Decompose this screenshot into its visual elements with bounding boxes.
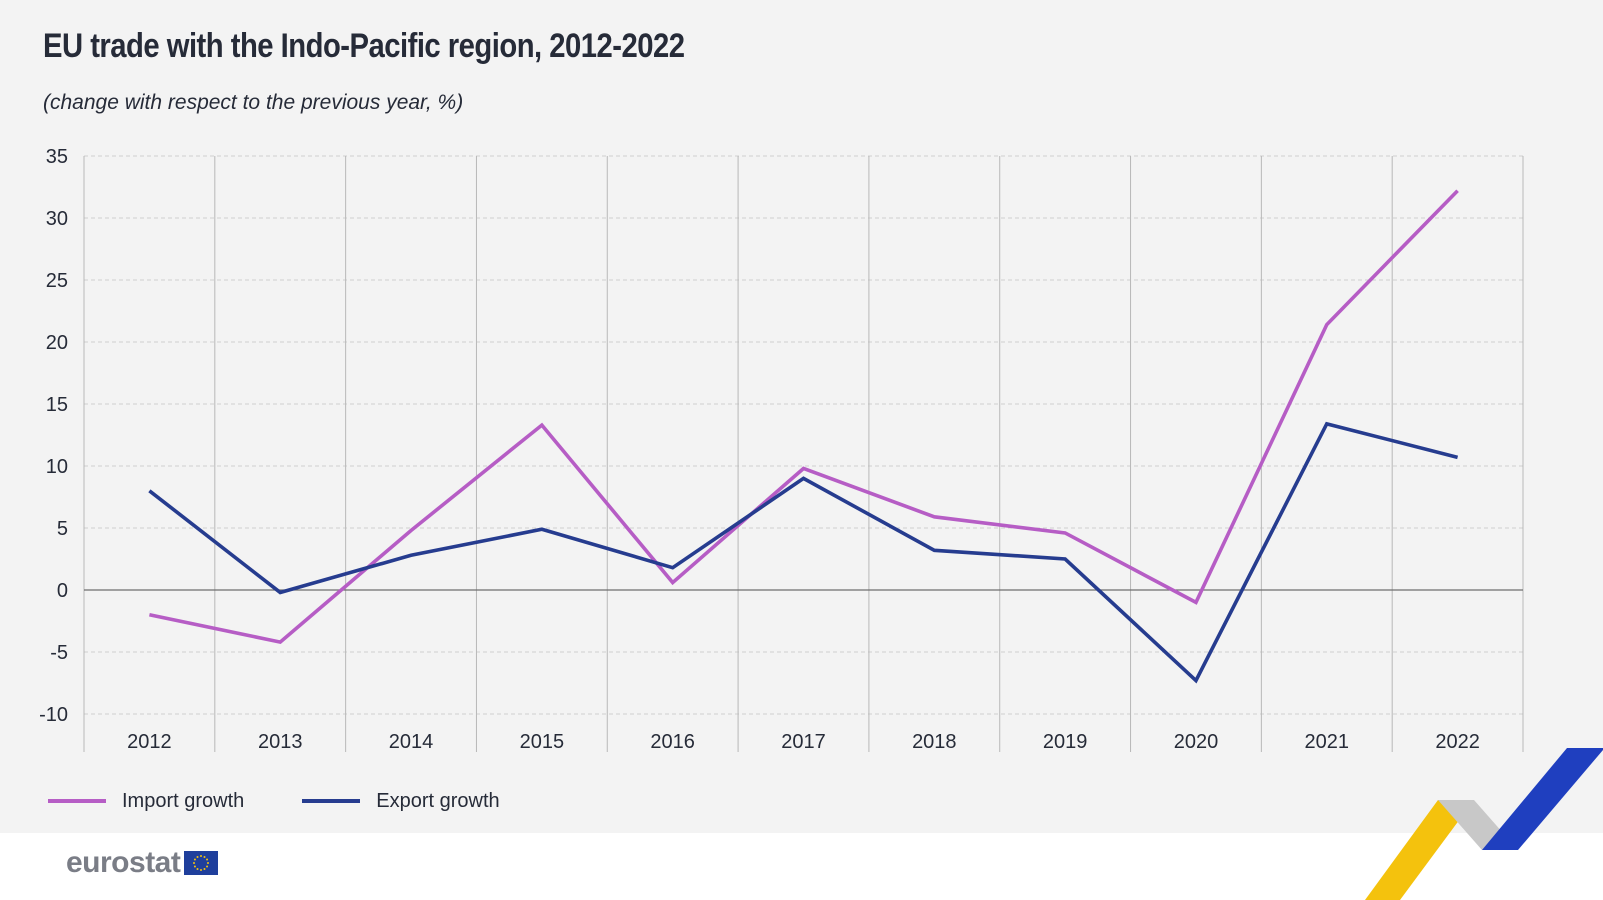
y-tick-label: 20 (46, 332, 68, 354)
eu-flag-star (196, 855, 199, 858)
x-tick-label: 2017 (781, 731, 826, 753)
x-tick-label: 2015 (520, 731, 565, 753)
eu-flag-star (200, 869, 203, 871)
y-tick-label: -10 (39, 704, 68, 726)
ribbon-blue (1482, 748, 1603, 850)
eu-flag-star (206, 865, 209, 868)
chart-subtitle: (change with respect to the previous yea… (43, 91, 464, 114)
y-tick-label: 25 (46, 270, 68, 292)
chart-legend: Import growth Export growth (48, 786, 558, 816)
eu-flag-star (206, 858, 209, 861)
x-tick-label: 2019 (1043, 731, 1088, 753)
x-tick-label: 2013 (258, 731, 303, 753)
eu-flag-star (203, 855, 206, 858)
y-tick-label: -5 (50, 642, 68, 664)
x-tick-label: 2014 (389, 731, 434, 753)
legend-item-import: Import growth (48, 790, 244, 813)
chart-panel (0, 0, 1603, 833)
eu-flag-star (193, 862, 196, 864)
ribbon-yellow (1365, 800, 1474, 900)
chart-title: EU trade with the Indo-Pacific region, 2… (43, 27, 685, 65)
x-tick-label: 2018 (912, 731, 957, 753)
legend-swatch-import (48, 799, 106, 803)
legend-label-import: Import growth (122, 789, 245, 812)
eu-flag-icon (184, 851, 219, 875)
logo-text: eurostat (66, 846, 181, 879)
legend-swatch-export (302, 799, 361, 803)
legend-item-export: Export growth (302, 789, 500, 813)
legend-label-export: Export growth (376, 789, 500, 812)
eu-flag-star (203, 868, 206, 871)
eu-flag-star (196, 868, 199, 871)
x-tick-label: 2022 (1435, 731, 1480, 753)
x-tick-label: 2016 (650, 731, 695, 753)
y-tick-label: 30 (46, 208, 68, 230)
y-tick-label: 10 (46, 456, 68, 478)
eurostat-logo: eurostat (66, 846, 219, 880)
y-tick-label: 35 (46, 146, 68, 168)
y-tick-label: 0 (57, 580, 68, 602)
eu-flag-star (194, 858, 197, 861)
x-tick-label: 2021 (1305, 731, 1350, 753)
eu-flag-star (194, 865, 197, 868)
y-tick-label: 15 (46, 394, 68, 416)
x-tick-label: 2020 (1174, 731, 1219, 753)
eu-flag-star (200, 855, 203, 857)
eu-flag-star (207, 862, 210, 864)
x-tick-label: 2012 (127, 731, 172, 753)
y-tick-label: 5 (57, 518, 68, 540)
